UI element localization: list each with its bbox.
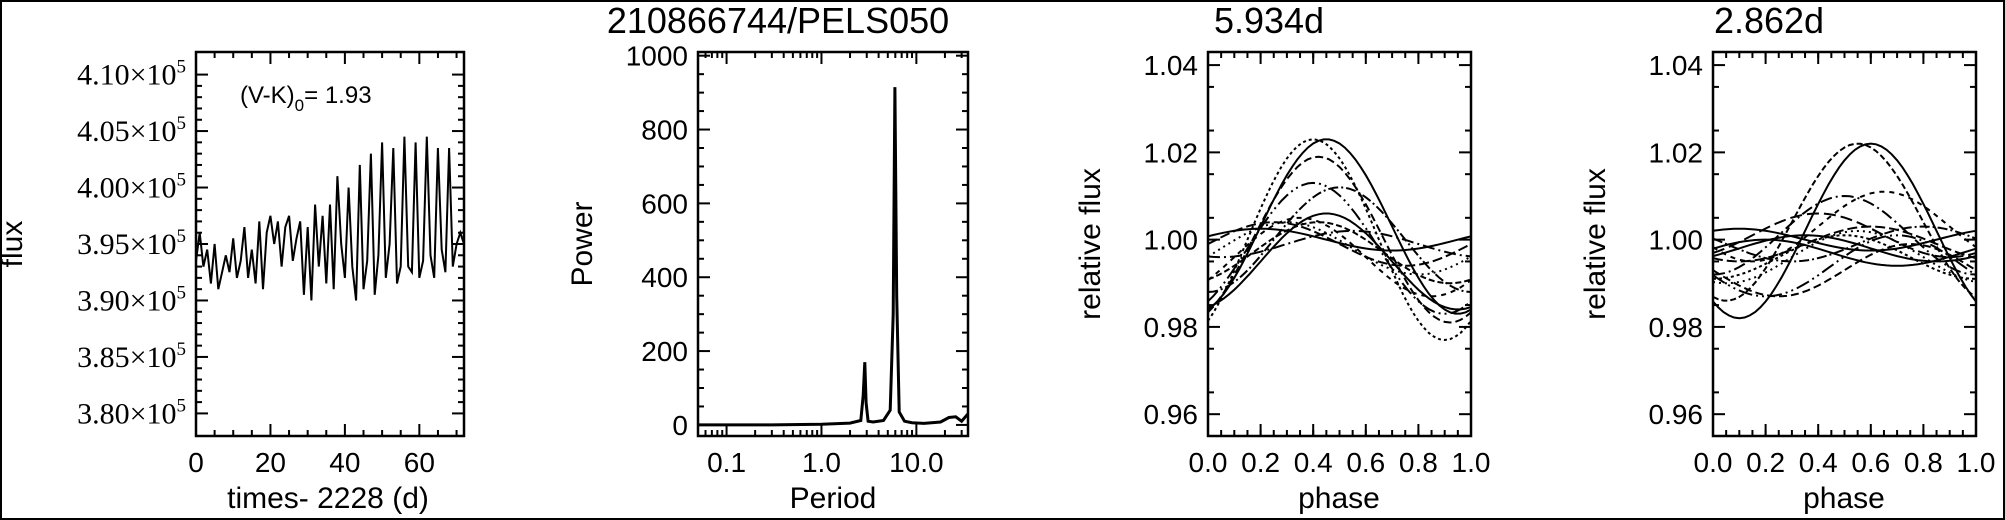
- phase-curve: [1712, 238, 1977, 267]
- y-tick-label: 3.85×105: [77, 339, 186, 374]
- y-tick-label: 3.95×105: [77, 226, 186, 261]
- phase-panel-primary-ylabel: relative flux: [1074, 168, 1107, 320]
- y-tick-label: 3.80×105: [77, 395, 186, 430]
- x-tick-label: 10.0: [889, 447, 944, 478]
- phase-panel-primary-title: 5.934d: [1214, 0, 1324, 41]
- y-tick-label: 1.00: [1144, 225, 1199, 256]
- phase-panel-secondary-xlabel: phase: [1803, 482, 1885, 515]
- periodogram-panel: 0.1 1.0 10.0 0 200 400 600 800 1000 Power Period: [566, 41, 970, 515]
- y-tick-label: 800: [641, 115, 688, 146]
- phase-curve: [1712, 227, 1977, 252]
- phase-curve: [1712, 225, 1977, 263]
- phase-curve: [1712, 234, 1977, 298]
- phase-curve: [1712, 194, 1977, 276]
- phase-panel-primary: 5.934d 0.0 0.2 0.4 0.6 0.8 1.0 0.96 0.98 1.00 1.0…: [1074, 0, 1490, 515]
- lightcurve-ticks: 0 20 40 60 3.80×105 3.85×105 3.90×105 3.95×105 4…: [77, 52, 464, 478]
- periodogram-ticks: 0.1 1.0 10.0 0 200 400 600 800 1000: [626, 41, 968, 478]
- color-index-annotation: (V-K)0= 1.93: [240, 82, 372, 115]
- phase-curve: [1207, 181, 1472, 315]
- phase-panel-primary-ticks: 0.0 0.2 0.4 0.6 0.8 1.0 0.96 0.98 1.00 1.02 1.04: [1144, 50, 1491, 478]
- y-tick-label: 1.00: [1649, 225, 1704, 256]
- periodogram-plot-frame: [696, 50, 970, 438]
- lightcurve-ylabel: flux: [0, 221, 29, 268]
- y-tick-label: 200: [641, 336, 688, 367]
- y-tick-label: 4.05×105: [77, 113, 186, 148]
- phase-curve: [1712, 243, 1977, 298]
- phase-curve: [1207, 186, 1472, 293]
- x-tick-label: 20: [255, 447, 286, 478]
- x-tick-label: 1.0: [1452, 447, 1491, 478]
- lightcurve-xlabel: times- 2228 (d): [227, 482, 429, 515]
- phase-curve: [1712, 142, 1977, 320]
- periodogram-xlabel: Period: [790, 482, 877, 515]
- x-tick-label: 1.0: [1957, 447, 1996, 478]
- color-index-subscript: 0: [295, 96, 304, 115]
- figure-title: 210866744/PELS050: [607, 0, 949, 41]
- y-tick-label: 0.96: [1649, 399, 1704, 430]
- y-tick-label: 600: [641, 188, 688, 219]
- phase-curve: [1207, 138, 1472, 315]
- y-tick-label: 4.00×105: [77, 170, 186, 205]
- phase-curve: [1712, 212, 1977, 259]
- x-tick-label: 0.8: [1904, 447, 1943, 478]
- y-tick-label: 1.02: [1144, 137, 1199, 168]
- x-tick-label: 0: [188, 447, 204, 478]
- phase-curve: [1712, 234, 1977, 280]
- phase-panel-secondary: 2.862d 0.0 0.2 0.4 0.6 0.8 1.0 0.96 0.98 1.00 1.0…: [1579, 0, 1995, 515]
- y-tick-label: 4.10×105: [77, 57, 186, 92]
- x-tick-label: 0.1: [707, 447, 746, 478]
- x-tick-label: 0.2: [1241, 447, 1280, 478]
- phase-panel-secondary-title: 2.862d: [1714, 0, 1824, 41]
- phase-curve: [1207, 138, 1472, 342]
- x-tick-label: 0.0: [1694, 447, 1733, 478]
- phase-curve: [1207, 155, 1472, 324]
- phase-panel-primary-series: [1207, 138, 1472, 342]
- phase-curve: [1712, 190, 1977, 263]
- x-tick-label: 0.6: [1851, 447, 1890, 478]
- y-tick-label: 3.90×105: [77, 282, 186, 317]
- x-tick-label: 60: [404, 447, 435, 478]
- color-index-value: = 1.93: [304, 82, 371, 109]
- phase-curve: [1207, 212, 1472, 311]
- x-tick-label: 0.4: [1799, 447, 1838, 478]
- y-tick-label: 1.02: [1649, 137, 1704, 168]
- phase-panel-primary-xlabel: phase: [1298, 482, 1380, 515]
- x-tick-label: 0.6: [1346, 447, 1385, 478]
- y-tick-label: 0.98: [1144, 312, 1199, 343]
- y-tick-label: 1000: [626, 41, 688, 72]
- phase-curve: [1207, 221, 1472, 267]
- y-tick-label: 0.96: [1144, 399, 1199, 430]
- lightcurve-panel: 0 20 40 60 3.80×105 3.85×105 3.90×105 3.95×105 4…: [0, 50, 466, 515]
- phase-curve: [1712, 142, 1977, 302]
- x-tick-label: 0.8: [1399, 447, 1438, 478]
- x-tick-label: 0.4: [1294, 447, 1333, 478]
- y-tick-label: 0.98: [1649, 312, 1704, 343]
- x-tick-label: 0.0: [1189, 447, 1228, 478]
- lightcurve-series: [195, 136, 465, 301]
- x-tick-label: 0.2: [1746, 447, 1785, 478]
- y-tick-label: 0: [672, 410, 688, 441]
- phase-curve: [1207, 221, 1472, 285]
- x-tick-label: 1.0: [802, 447, 841, 478]
- y-tick-label: 1.04: [1649, 50, 1704, 81]
- periodogram-ylabel: Power: [566, 201, 599, 286]
- periodogram-series: [698, 87, 970, 427]
- phase-panel-secondary-ylabel: relative flux: [1579, 168, 1612, 320]
- color-index-label: (V-K): [240, 82, 295, 109]
- x-tick-label: 40: [329, 447, 360, 478]
- y-tick-label: 400: [641, 262, 688, 293]
- phase-panel-secondary-series: [1712, 142, 1977, 320]
- y-tick-label: 1.04: [1144, 50, 1199, 81]
- phase-panel-secondary-ticks: 0.0 0.2 0.4 0.6 0.8 1.0 0.96 0.98 1.00 1.02 1.04: [1649, 50, 1996, 478]
